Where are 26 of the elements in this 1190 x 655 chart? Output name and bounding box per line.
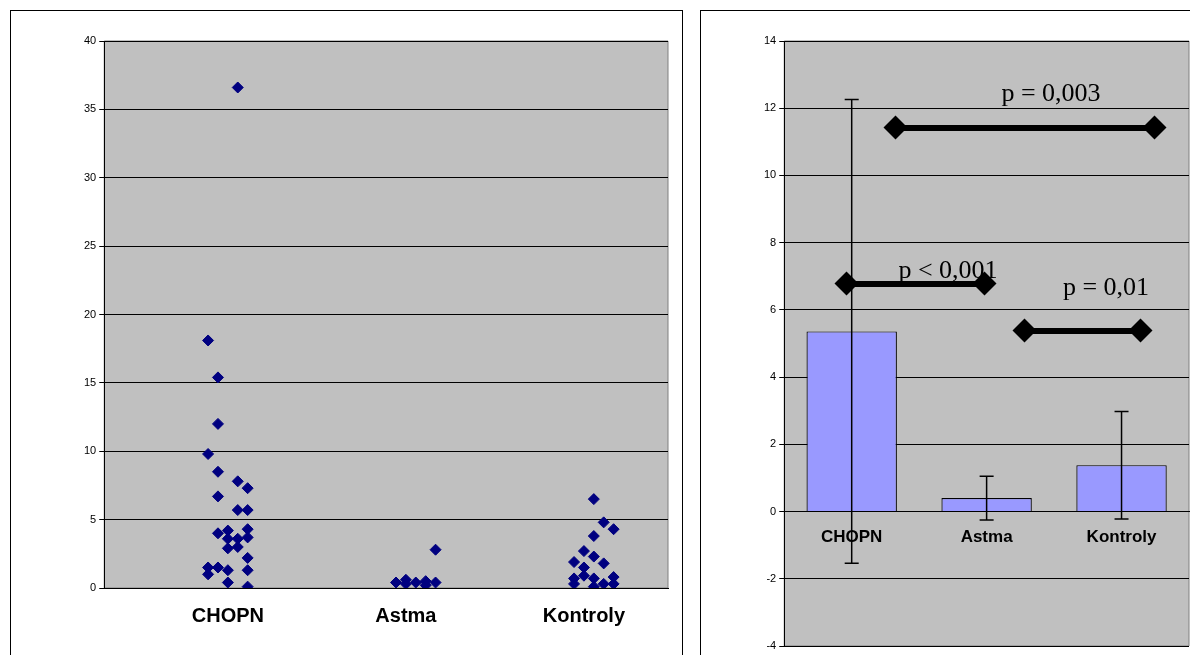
y-tick-label: -4 — [766, 639, 777, 652]
x-tick-label: Astma — [375, 603, 438, 626]
y-tick-label: 25 — [83, 239, 97, 252]
y-tick-label: 10 — [763, 168, 777, 181]
y-tick-label: 20 — [83, 307, 97, 320]
y-tick-label: 2 — [770, 437, 777, 450]
y-tick-label: 8 — [770, 235, 777, 248]
x-tick-label: Kontroly — [542, 603, 626, 626]
x-tick-label: CHOPN — [191, 603, 264, 626]
y-tick-label: 0 — [770, 504, 777, 517]
y-tick-label: 10 — [83, 444, 97, 457]
y-tick-label: 35 — [83, 102, 97, 115]
x-tick-label: Astma — [960, 527, 1014, 547]
annotation: p = 0,003 — [1001, 78, 1101, 107]
y-tick-label: 5 — [90, 512, 97, 525]
y-tick-label: 40 — [83, 34, 97, 47]
y-tick-label: 0 — [90, 581, 97, 594]
y-tick-label: 15 — [83, 375, 97, 388]
y-tick-label: 12 — [763, 101, 777, 114]
y-tick-label: 6 — [770, 302, 777, 315]
annotation: p = 0,01 — [1062, 272, 1150, 301]
y-tick-label: 30 — [83, 170, 97, 183]
y-tick-label: 14 — [763, 34, 777, 47]
x-tick-label: Kontroly — [1086, 527, 1158, 547]
y-tick-label: 4 — [770, 370, 777, 383]
y-tick-label: -2 — [766, 571, 777, 584]
